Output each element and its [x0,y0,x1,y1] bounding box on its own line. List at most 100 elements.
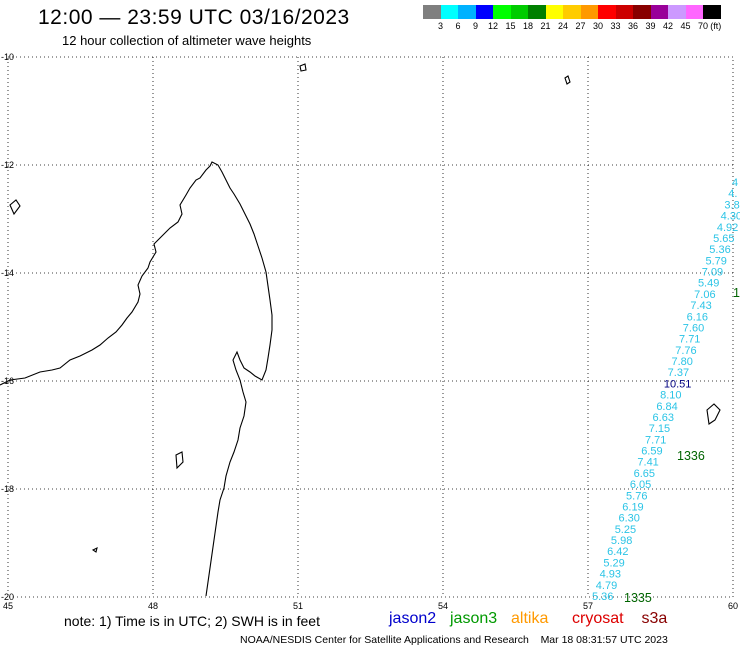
scale-label: 30 [592,21,603,31]
scale-label: 6 [455,21,461,31]
swh-value: 7.41 [637,457,658,469]
scale-label: 39 [645,21,656,31]
scale-label: 24 [557,21,568,31]
swh-value: 5.49 [698,278,719,290]
lat-lon-grid [7,56,734,598]
pass-time-label: 1 [733,286,740,300]
swh-value: 10.51 [664,378,692,390]
swh-value: 5.29 [603,557,624,569]
scale-swatch [598,5,616,19]
lat-label: -20 [1,592,14,602]
pass-time-label: 1335 [624,591,652,605]
satellite-name: jason3 [450,610,498,627]
scale-label: 3 [437,21,443,31]
madagascar-coastline [0,161,273,597]
swh-value: 4.93 [600,569,621,581]
swh-value: 4.30 [721,211,740,223]
scale-swatch [545,5,563,19]
satellite-name: cryosat [572,610,624,627]
island-se [706,403,721,425]
swh-value: 7.76 [675,345,696,357]
lon-label: 51 [293,601,303,611]
swh-value: 6.59 [641,446,662,458]
satellite-track: 5.36 4.794.935.296.425.985.256.306.195.76… [592,177,740,605]
swh-value: 5.65 [713,233,734,245]
scale-label: (ft) [710,21,722,31]
footer-credit: NOAA/NESDIS Center for Satellite Applica… [240,634,668,646]
island-w2 [175,451,184,470]
swh-value: 7.37 [668,367,689,379]
legend-note: note: 1) Time is in UTC; 2) SWH is in fe… [64,613,320,629]
satellite-name: altika [511,610,549,627]
island-w3 [91,546,98,553]
scale-label: 33 [610,21,621,31]
swh-value: 5.98 [611,535,632,547]
scale-label: 27 [575,21,586,31]
swh-value: 6.05 [630,479,651,491]
map-frame [7,56,734,598]
credit-text: NOAA/NESDIS Center for Satellite Applica… [240,634,529,646]
swh-value: 7.09 [702,267,723,279]
scale-swatch [475,5,493,19]
swh-value: 6.63 [653,412,674,424]
island-east [564,75,571,85]
scale-swatch [580,5,598,19]
swh-value: 5.25 [615,524,636,536]
swh-value: 4.92 [717,222,738,234]
scale-swatch [650,5,668,19]
scale-label: 36 [627,21,638,31]
scale-label: 18 [522,21,533,31]
swh-value: 6.42 [607,546,628,558]
swh-value: 7.43 [690,300,711,312]
swh-value: 7.71 [645,434,666,446]
swh-value: 5.79 [706,255,727,267]
scale-label: 70 [697,21,708,31]
swh-value: 4.79 [596,580,617,592]
scale-swatch [668,5,686,19]
lat-label: -10 [1,52,14,62]
scale-label: 15 [505,21,516,31]
lon-label: 60 [728,601,738,611]
scale-label: 42 [662,21,673,31]
timestamp-text: Mar 18 08:31:57 UTC 2023 [540,634,668,646]
swh-value: 8.10 [660,390,681,402]
scale-swatch [458,5,476,19]
lon-label: 45 [3,601,13,611]
scale-swatch [510,5,528,19]
swh-value: 7.06 [694,289,715,301]
swh-value: 6.84 [656,401,677,413]
swh-value: 4. [728,188,737,200]
coastline [0,63,721,597]
scale-swatch [528,5,546,19]
scale-label: 21 [540,21,551,31]
swh-value: 7.15 [649,423,670,435]
swh-value: 7.60 [683,322,704,334]
satellite-name: jason2 [389,610,437,627]
scale-swatch [563,5,581,19]
swh-value: 6.30 [618,513,639,525]
swh-value: 6.16 [687,311,708,323]
swh-value: 6.19 [622,501,643,513]
island-north [299,63,307,72]
scale-label: 9 [472,21,478,31]
color-scale-bar [423,5,721,19]
lon-label: 57 [583,601,593,611]
swh-value: 7.80 [671,356,692,368]
map-subtitle: 12 hour collection of altimeter wave hei… [62,33,312,48]
lat-label: -14 [1,268,14,278]
swh-value: 6.65 [634,468,655,480]
lat-label: -12 [1,160,14,170]
scale-swatch [703,5,721,19]
scale-swatch [423,5,441,19]
lat-label: -18 [1,484,14,494]
scale-swatch [685,5,703,19]
swh-value: 7.71 [679,334,700,346]
swh-value: 5.36 [709,244,730,256]
island-w1 [9,199,21,216]
scale-swatch [633,5,651,19]
swh-value: 5.76 [626,490,647,502]
lon-label: 54 [438,601,448,611]
swh-value: 3.8 [724,199,739,211]
lat-label: -16 [1,376,14,386]
map-title: 12:00 — 23:59 UTC 03/16/2023 [38,6,350,29]
